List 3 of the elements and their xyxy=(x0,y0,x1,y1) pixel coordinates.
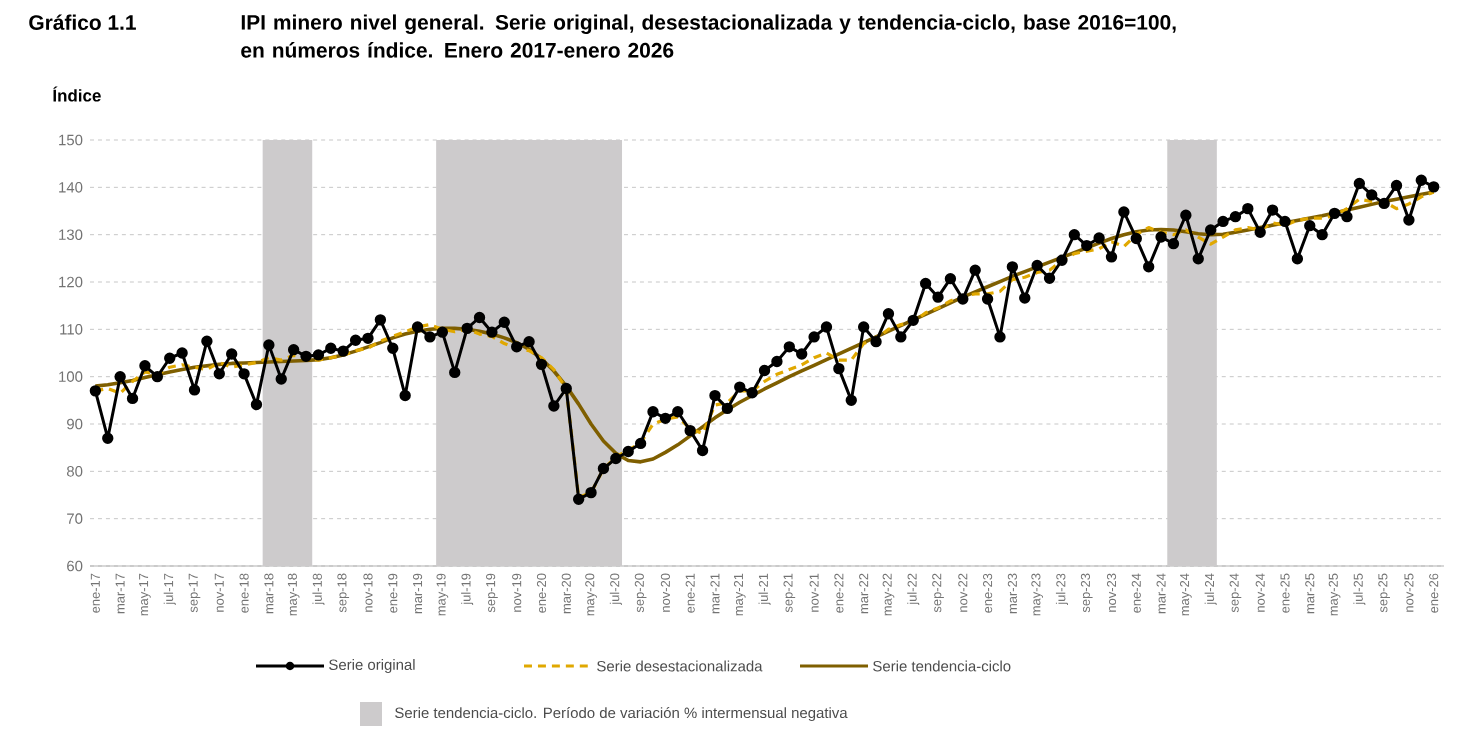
text: Gráfico 1.1 xyxy=(29,14,136,30)
chart-title: IPI minero nivel general. Serie original, desestacionalizada y tendencia-ciclo, base 2016=100, en números índice. Enero 2017-enero 2026 xyxy=(241,14,1176,58)
y-axis-title: Índice xyxy=(53,86,101,102)
